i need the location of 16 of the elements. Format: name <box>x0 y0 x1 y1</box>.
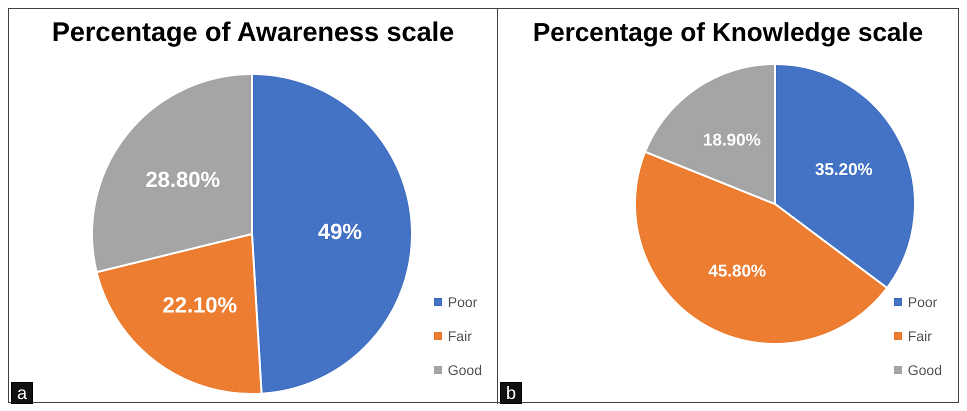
legend-label: Fair <box>908 327 932 346</box>
data-label: 22.10% <box>162 292 238 318</box>
text: a <box>11 382 34 404</box>
text: b <box>500 382 522 404</box>
data-label: 28.80% <box>145 167 220 192</box>
data-label: 49% <box>318 218 362 244</box>
chart-title: Percentage of Awareness scale <box>50 17 456 48</box>
legend-label: Good <box>448 361 482 380</box>
data-label: 18.90% <box>703 130 761 150</box>
legend-label: Good <box>908 361 942 380</box>
legend-label: Fair <box>448 327 472 346</box>
data-label: 45.80% <box>708 262 766 281</box>
legend-label: Poor <box>448 293 478 312</box>
chart-title: Percentage of Knowledge scale <box>532 17 924 48</box>
legend-label: Poor <box>908 293 938 312</box>
data-label: 35.20% <box>815 160 873 180</box>
